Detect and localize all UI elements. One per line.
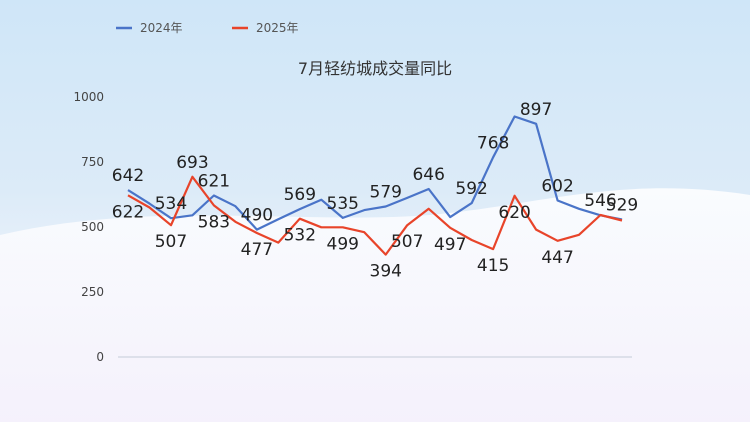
data-label: 535	[327, 194, 359, 214]
data-label: 507	[391, 232, 423, 252]
data-label: 642	[112, 166, 144, 186]
data-label: 569	[284, 185, 316, 205]
data-label: 415	[477, 256, 509, 276]
data-label: 532	[284, 226, 316, 246]
y-tick-label: 1000	[73, 90, 104, 104]
data-label: 897	[520, 100, 552, 120]
y-tick-label: 500	[81, 220, 104, 234]
y-axis: 0 250 500 750 1000	[73, 90, 632, 364]
data-label: 477	[241, 240, 273, 260]
series-group	[127, 115, 623, 256]
data-label: 394	[370, 262, 402, 282]
data-label: 546	[584, 191, 616, 211]
legend-label: 2024年	[140, 21, 183, 35]
data-label: 497	[434, 235, 466, 255]
data-label: 507	[155, 232, 187, 252]
data-label: 583	[198, 212, 230, 232]
data-label: 447	[541, 248, 573, 268]
data-label: 534	[155, 194, 187, 214]
legend: 2024年 2025年	[116, 21, 299, 35]
series-line	[127, 175, 623, 256]
background-hill	[0, 188, 750, 422]
y-tick-label: 750	[81, 155, 104, 169]
y-tick-label: 0	[96, 350, 104, 364]
data-label: 499	[327, 234, 359, 254]
data-label: 602	[541, 176, 573, 196]
data-label: 693	[176, 153, 208, 173]
series-line	[127, 115, 623, 231]
data-label: 621	[198, 172, 230, 192]
data-label: 529	[606, 195, 638, 215]
y-tick-label: 250	[81, 285, 104, 299]
data-labels: 642 534 621 490 569 535 579 646 592 768 897 602 529 6…	[112, 100, 638, 282]
data-label: 490	[241, 206, 273, 226]
data-label: 579	[370, 182, 402, 202]
data-label: 646	[412, 165, 444, 185]
legend-label: 2025年	[256, 21, 299, 35]
data-label: 592	[455, 179, 487, 199]
data-label: 768	[477, 133, 509, 153]
data-label: 620	[498, 203, 530, 223]
chart-title: 7月轻纺城成交量同比	[298, 59, 452, 78]
data-label: 622	[112, 202, 144, 222]
